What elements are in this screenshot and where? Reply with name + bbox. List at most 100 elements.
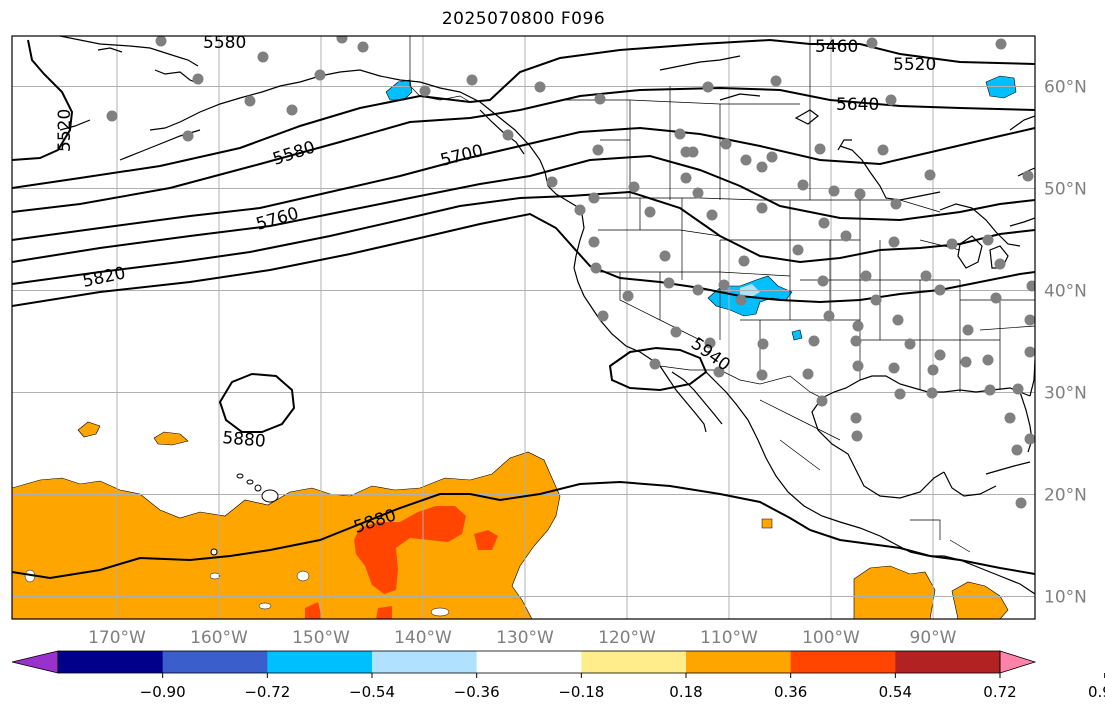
- station-marker: [702, 81, 714, 93]
- station-marker: [924, 169, 936, 181]
- station-marker: [649, 358, 661, 370]
- station-marker: [850, 335, 862, 347]
- station-marker: [704, 337, 716, 349]
- station-marker: [852, 360, 864, 372]
- station-marker: [894, 388, 906, 400]
- colorbar-segment: [581, 651, 687, 673]
- station-marker: [984, 384, 996, 396]
- station-marker: [756, 202, 768, 214]
- station-marker: [718, 279, 730, 291]
- latitude-label: 30°N: [1044, 384, 1087, 404]
- station-markers: [106, 36, 1035, 509]
- political-boundaries: [409, 36, 1035, 553]
- height-contours: [12, 38, 1035, 580]
- latitude-labels: 60°N 50°N 40°N 30°N 20°N 10°N: [1044, 78, 1087, 608]
- station-marker: [244, 95, 256, 107]
- latitude-label: 10°N: [1044, 588, 1087, 608]
- station-marker: [257, 51, 269, 63]
- station-marker: [757, 338, 769, 350]
- station-marker: [814, 143, 826, 155]
- station-marker: [802, 368, 814, 380]
- station-marker: [890, 198, 902, 210]
- station-marker: [597, 310, 609, 322]
- longitude-label: 170°W: [88, 628, 146, 648]
- station-marker: [628, 181, 640, 193]
- colorbar-tick-label: 0.90: [1088, 683, 1105, 701]
- station-marker: [904, 338, 916, 350]
- station-marker: [1015, 497, 1027, 509]
- station-marker: [852, 320, 864, 332]
- station-marker: [860, 270, 872, 282]
- station-marker: [286, 104, 298, 116]
- colorbar-tick-label: 0.54: [879, 683, 912, 701]
- station-marker: [155, 36, 167, 47]
- station-marker: [816, 395, 828, 407]
- station-marker: [888, 236, 900, 248]
- station-marker: [840, 230, 852, 242]
- station-marker: [962, 324, 974, 336]
- station-marker: [466, 74, 478, 86]
- station-marker: [592, 144, 604, 156]
- longitude-labels: 170°W 160°W 150°W 140°W 130°W 120°W 110°W 100°W…: [88, 628, 957, 648]
- station-marker: [692, 187, 704, 199]
- colorbar-segment: [58, 651, 164, 673]
- colorbar-segment: [162, 651, 268, 673]
- station-marker: [663, 277, 675, 289]
- station-marker: [1024, 433, 1035, 445]
- station-marker: [756, 161, 768, 173]
- station-marker: [770, 75, 782, 87]
- station-marker: [995, 38, 1007, 50]
- map-title: 2025070800 F096: [441, 9, 606, 29]
- longitude-label: 100°W: [802, 628, 860, 648]
- station-marker: [982, 234, 994, 246]
- colorbar-tick-label: 0.18: [669, 683, 702, 701]
- hawaiian-islands: [210, 473, 279, 556]
- contour-label: 5460: [815, 37, 858, 57]
- station-marker: [927, 364, 939, 376]
- contour-label: 5520: [55, 109, 75, 152]
- colorbar-segment: [372, 651, 478, 673]
- latitude-label: 40°N: [1044, 282, 1087, 302]
- latitude-label: 20°N: [1044, 486, 1087, 506]
- station-marker: [818, 217, 830, 229]
- station-marker: [1011, 444, 1023, 456]
- colorbar: −0.90 −0.72 −0.54 −0.36 −0.18 0.18 0.36 0.54 0.7…: [11, 650, 1105, 701]
- station-marker: [644, 206, 656, 218]
- longitude-label: 110°W: [700, 628, 758, 648]
- station-marker: [419, 85, 431, 97]
- station-marker: [534, 81, 546, 93]
- station-marker: [713, 366, 725, 378]
- lat-lon-grid: [12, 36, 1035, 619]
- station-marker: [336, 36, 348, 44]
- station-marker: [1026, 280, 1035, 292]
- station-marker: [735, 294, 747, 306]
- longitude-label: 120°W: [598, 628, 656, 648]
- longitude-label: 130°W: [496, 628, 554, 648]
- station-marker: [574, 204, 586, 216]
- station-marker: [854, 188, 866, 200]
- contour-labels: 5580 5460 5520 5640 5520 5580 5700 5760 …: [55, 33, 936, 538]
- station-marker: [182, 130, 194, 142]
- station-marker: [866, 37, 878, 49]
- station-marker: [1024, 346, 1035, 358]
- station-marker: [877, 144, 889, 156]
- station-marker: [588, 192, 600, 204]
- colorbar-extend-high: [999, 650, 1037, 674]
- contour-label: 5520: [893, 55, 936, 75]
- colorbar-tick-label: −0.36: [454, 683, 500, 701]
- longitude-label: 150°W: [292, 628, 350, 648]
- station-marker: [720, 138, 732, 150]
- colorbar-frame: [57, 650, 1001, 674]
- station-marker: [850, 412, 862, 424]
- station-marker: [934, 284, 946, 296]
- station-marker: [994, 258, 1006, 270]
- station-marker: [823, 310, 835, 322]
- station-marker: [692, 284, 704, 296]
- station-marker: [594, 93, 606, 105]
- station-marker: [590, 262, 602, 274]
- station-marker: [740, 154, 752, 166]
- station-marker: [792, 244, 804, 256]
- station-marker: [622, 290, 634, 302]
- station-marker: [926, 387, 938, 399]
